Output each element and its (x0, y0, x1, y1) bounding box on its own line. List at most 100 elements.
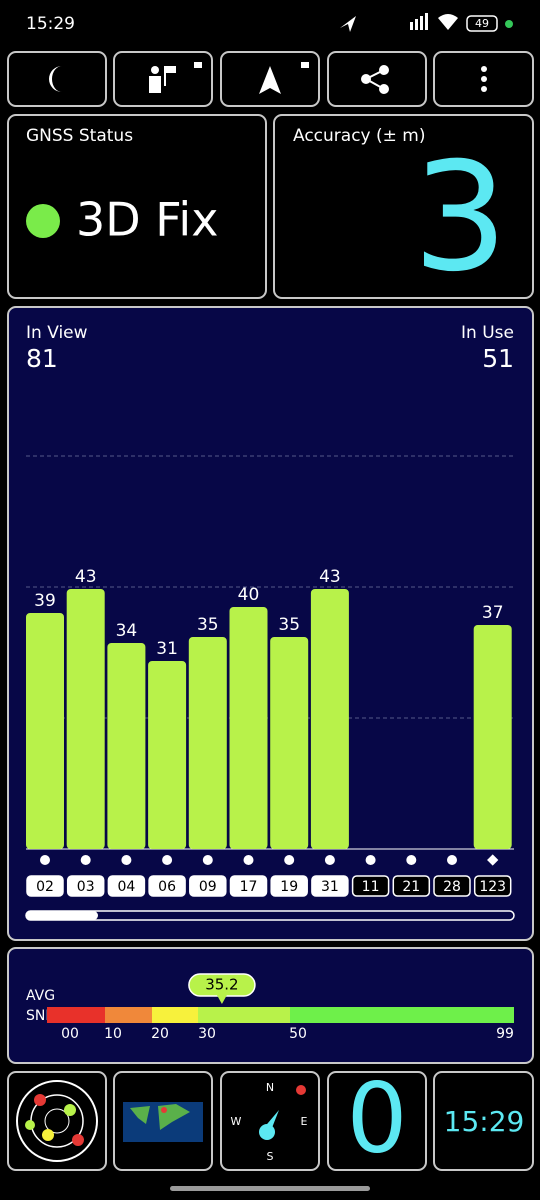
flag-button[interactable] (113, 51, 213, 107)
signal-value: 40 (238, 585, 260, 605)
menu-button[interactable] (433, 51, 534, 107)
signal-value: 43 (75, 567, 97, 587)
avg-marker-pointer (216, 995, 227, 1004)
signal-value: 31 (156, 639, 178, 659)
signal-value: 34 (116, 621, 138, 641)
compass-tile[interactable] (220, 1071, 320, 1171)
accuracy-value: 3 (413, 131, 508, 305)
sky-view-tile[interactable] (7, 1071, 107, 1171)
satellites-used: 0 (346, 1062, 407, 1174)
satellite-id: 31 (321, 879, 339, 895)
satellite-id-box (189, 875, 227, 897)
snr-segment (47, 1007, 105, 1023)
battery-level: 49 (475, 17, 489, 30)
signal-bar (107, 643, 146, 849)
share-button[interactable] (327, 51, 427, 107)
status-time: 15:29 (26, 14, 75, 34)
satellite-id-box (148, 875, 186, 897)
marker-dot (162, 855, 173, 865)
signal-bar (473, 625, 512, 849)
in-use-label: In Use (461, 323, 514, 343)
compass-north: N (266, 1081, 274, 1094)
marker-dot (80, 855, 91, 865)
snr-tick-label: 50 (289, 1026, 307, 1042)
marker-dot (284, 855, 295, 865)
satellite-id: 28 (443, 879, 461, 895)
clock-tile[interactable] (433, 1071, 534, 1171)
signal-value: 35 (197, 615, 219, 635)
satellite-id-box (351, 875, 390, 897)
signal-bar (188, 637, 227, 849)
home-indicator[interactable] (170, 1186, 370, 1191)
gnss-status-tile (7, 114, 267, 299)
snr-tick-label: 20 (151, 1026, 169, 1042)
snr-panel (7, 947, 534, 1064)
satellite-id: 03 (77, 879, 95, 895)
in-use-count: 51 (482, 344, 514, 373)
satellite-id-box (107, 875, 146, 897)
compass-west: W (231, 1115, 242, 1128)
marker-dot (202, 855, 213, 865)
satellite-id: 19 (280, 879, 298, 895)
marker-dot (121, 855, 132, 865)
status-icons (340, 13, 513, 32)
satellite-id-box (311, 875, 349, 897)
snr-segment (105, 1007, 152, 1023)
map-tile[interactable] (113, 1071, 213, 1171)
signal-bar (66, 589, 105, 849)
satellite-id: 04 (117, 879, 135, 895)
compass-east: E (301, 1115, 308, 1128)
snr-segment (290, 1007, 514, 1023)
satellite-id-box (229, 875, 268, 897)
snr-tick-label: 00 (61, 1026, 79, 1042)
satellite-count-tile[interactable] (327, 1071, 427, 1171)
signal-bar (26, 613, 64, 849)
marker-dot (406, 855, 417, 865)
scroll-thumb[interactable] (26, 911, 98, 920)
marker-dot (40, 855, 50, 865)
satellite-id: 11 (362, 879, 380, 895)
gnss-status-value: 3D Fix (76, 193, 218, 247)
marker-dot (365, 855, 376, 865)
accuracy-title: Accuracy (± m) (293, 126, 426, 146)
signal-value: 35 (278, 615, 300, 635)
signal-value: 37 (482, 603, 504, 623)
accuracy-tile (273, 114, 534, 299)
navigate-button[interactable] (220, 51, 320, 107)
satellite-id: 06 (158, 879, 176, 895)
signal-bar (148, 661, 187, 849)
satellite-id-box (392, 875, 431, 897)
bottom-tiles (7, 1071, 534, 1171)
satellite-id-box (270, 875, 308, 897)
satellite-id: 21 (402, 879, 420, 895)
snr-tick-label: 99 (496, 1026, 514, 1042)
avg-label: AVG (26, 988, 55, 1004)
signal-value: 39 (34, 591, 56, 611)
marker-dot (324, 855, 335, 865)
signal-bar (229, 607, 268, 849)
in-view-label: In View (26, 323, 88, 343)
signal-value: 43 (319, 567, 341, 587)
satellite-id: 09 (199, 879, 217, 895)
fix-indicator (26, 204, 60, 238)
avg-value: 35.2 (205, 976, 238, 994)
night-mode-button[interactable] (7, 51, 107, 107)
satellite-id: 02 (36, 879, 54, 895)
snr-segment (198, 1007, 290, 1023)
satellite-id-box (26, 875, 64, 897)
marker-dot (447, 855, 457, 865)
snr-segment (152, 1007, 198, 1023)
marker-dot (243, 855, 254, 865)
toolbar (7, 51, 534, 107)
snr-tick-label: 30 (198, 1026, 216, 1042)
gnss-status-title: GNSS Status (26, 126, 133, 146)
clock: 15:29 (444, 1105, 525, 1138)
satellite-id-box (433, 875, 471, 897)
marker-diamond (487, 854, 499, 866)
in-view-count: 81 (26, 344, 58, 373)
chart-grid (26, 455, 514, 719)
signal-bar (310, 589, 349, 849)
snr-tick-label: 10 (104, 1026, 122, 1042)
signal-bar (270, 637, 309, 849)
